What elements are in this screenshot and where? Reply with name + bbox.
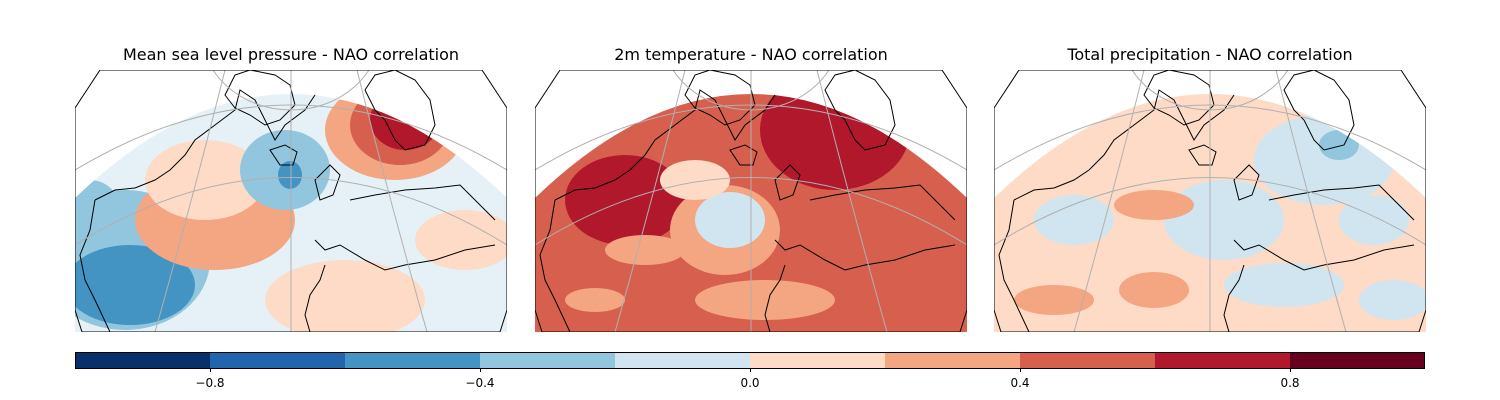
tp-correlation-map (994, 70, 1426, 332)
colorbar-swatch (885, 352, 1021, 369)
colorbar: −0.8 −0.4 0.0 0.4 0.8 (75, 352, 1425, 397)
colorbar-tick-label: 0.8 (1280, 376, 1300, 390)
colorbar-swatch (75, 352, 211, 369)
mslp-correlation-map (75, 70, 507, 332)
colorbar-swatch (1155, 352, 1291, 369)
colorbar-swatch (210, 352, 346, 369)
colorbar-tick-mark (480, 368, 481, 372)
t2m-correlation-map (535, 70, 967, 332)
t2m-panel-title: 2m temperature - NAO correlation (614, 45, 888, 64)
tp-panel-title: Total precipitation - NAO correlation (1067, 45, 1353, 64)
colorbar-tick-label: 0.4 (1010, 376, 1030, 390)
t2m-panel: 2m temperature - NAO correlation (535, 44, 967, 334)
colorbar-swatches (75, 352, 1425, 369)
colorbar-swatch (615, 352, 751, 369)
colorbar-swatch (750, 352, 886, 369)
colorbar-tick-mark (1020, 368, 1021, 372)
mslp-panel-title: Mean sea level pressure - NAO correlatio… (122, 45, 460, 64)
tp-panel: Total precipitation - NAO correlation (994, 44, 1426, 334)
colorbar-swatch (345, 352, 481, 369)
colorbar-swatch (1290, 352, 1425, 369)
colorbar-tick-mark (210, 368, 211, 372)
colorbar-swatch (480, 352, 616, 369)
colorbar-tick-label: −0.8 (195, 376, 225, 390)
colorbar-swatch (1020, 352, 1156, 369)
colorbar-tick-label: −0.4 (465, 376, 495, 390)
colorbar-tick-mark (1290, 368, 1291, 372)
colorbar-tick-label: 0.0 (740, 376, 760, 390)
colorbar-tick-mark (750, 368, 751, 372)
mslp-panel: Mean sea level pressure - NAO correlatio… (75, 44, 507, 334)
